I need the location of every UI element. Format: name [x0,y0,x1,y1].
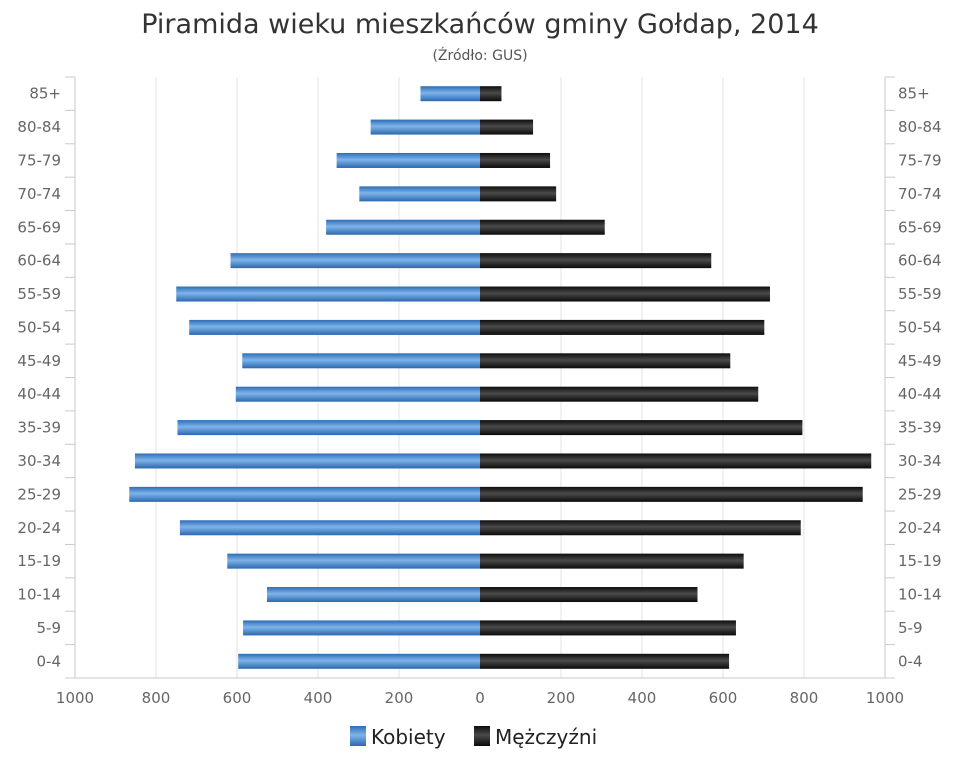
y-category-label-left: 0-4 [37,652,62,670]
legend-swatch-mezczyzni[interactable] [474,726,490,746]
bar-mezczyzni[interactable] [480,453,872,469]
y-category-label-left: 45-49 [17,352,61,370]
bar-mezczyzni[interactable] [480,119,534,135]
x-tick-label: 1000 [56,689,94,707]
bar-kobiety[interactable] [189,319,480,335]
legend-label-kobiety[interactable]: Kobiety [371,725,446,749]
bar-mezczyzni[interactable] [480,420,803,436]
bar-mezczyzni[interactable] [480,653,730,669]
y-category-label-right: 10-14 [898,586,942,604]
y-category-label-left: 15-19 [17,552,61,570]
bar-mezczyzni[interactable] [480,353,731,369]
y-category-label-left: 40-44 [17,385,61,403]
y-category-label-right: 5-9 [898,619,923,637]
y-category-label-left: 65-69 [17,218,61,236]
bar-mezczyzni[interactable] [480,587,698,603]
y-category-label-left: 20-24 [17,519,61,537]
bar-kobiety[interactable] [176,286,480,302]
chart-subtitle: (Źródło: GUS) [432,46,527,64]
x-tick-label: 0 [475,689,485,707]
bar-mezczyzni[interactable] [480,186,557,202]
x-tick-label: 200 [385,689,414,707]
tick-labels: 1000 800 600 400 200 0 200 400 600 800 1000 85+ 85+ 8… [17,85,941,707]
y-category-label-right: 80-84 [898,118,942,136]
bar-kobiety[interactable] [177,420,480,436]
y-category-label-left: 80-84 [17,118,61,136]
y-category-label-right: 45-49 [898,352,942,370]
chart-title: Piramida wieku mieszkańców gminy Gołdap,… [141,9,819,40]
y-category-label-right: 40-44 [898,385,942,403]
legend[interactable]: Kobiety Mężczyźni [350,725,597,749]
bar-mezczyzni[interactable] [480,152,551,168]
bar-kobiety[interactable] [129,486,480,502]
bars [129,86,872,669]
bar-kobiety[interactable] [326,219,480,235]
y-category-label-left: 35-39 [17,419,61,437]
y-category-label-left: 25-29 [17,485,61,503]
bar-kobiety[interactable] [134,453,480,469]
y-category-label-left: 85+ [29,85,61,103]
bar-mezczyzni[interactable] [480,253,712,269]
y-category-label-right: 85+ [898,85,930,103]
bar-kobiety[interactable] [359,186,480,202]
bar-kobiety[interactable] [420,86,480,102]
bar-kobiety[interactable] [243,620,480,636]
bar-mezczyzni[interactable] [480,386,759,402]
bar-mezczyzni[interactable] [480,319,765,335]
y-category-label-right: 30-34 [898,452,942,470]
x-tick-label: 400 [628,689,657,707]
y-category-label-right: 0-4 [898,652,923,670]
y-category-label-left: 10-14 [17,586,61,604]
legend-label-mezczyzni[interactable]: Mężczyźni [495,725,597,749]
bar-kobiety[interactable] [238,653,480,669]
y-category-label-right: 60-64 [898,252,942,270]
grid-lines [155,77,805,678]
y-category-label-left: 60-64 [17,252,61,270]
x-tick-label: 800 [790,689,819,707]
bar-kobiety[interactable] [266,587,480,603]
y-category-label-left: 30-34 [17,452,61,470]
x-tick-label: 400 [304,689,333,707]
y-category-label-left: 70-74 [17,185,61,203]
bar-mezczyzni[interactable] [480,486,863,502]
y-category-label-right: 55-59 [898,285,942,303]
y-category-label-right: 70-74 [898,185,942,203]
bar-mezczyzni[interactable] [480,86,502,102]
bar-mezczyzni[interactable] [480,520,801,536]
y-category-label-right: 25-29 [898,485,942,503]
y-category-label-left: 55-59 [17,285,61,303]
axes [65,76,895,679]
bar-kobiety[interactable] [242,353,480,369]
bar-kobiety[interactable] [370,119,480,135]
y-category-label-right: 65-69 [898,218,942,236]
y-category-label-left: 50-54 [17,318,61,336]
x-tick-label: 200 [547,689,576,707]
bar-kobiety[interactable] [227,553,480,569]
legend-swatch-kobiety[interactable] [350,726,366,746]
bar-kobiety[interactable] [230,253,480,269]
y-category-label-right: 50-54 [898,318,942,336]
y-category-label-right: 20-24 [898,519,942,537]
bar-mezczyzni[interactable] [480,219,605,235]
y-category-label-right: 35-39 [898,419,942,437]
x-tick-label: 600 [709,689,738,707]
y-category-label-left: 5-9 [37,619,62,637]
x-tick-label: 1000 [866,689,904,707]
bar-kobiety[interactable] [179,520,480,536]
x-tick-label: 800 [142,689,171,707]
y-category-label-right: 15-19 [898,552,942,570]
bar-mezczyzni[interactable] [480,553,744,569]
y-category-label-right: 75-79 [898,151,942,169]
y-category-label-left: 75-79 [17,151,61,169]
bar-mezczyzni[interactable] [480,620,736,636]
bar-kobiety[interactable] [235,386,480,402]
bar-mezczyzni[interactable] [480,286,770,302]
x-tick-label: 600 [223,689,252,707]
bar-kobiety[interactable] [336,152,480,168]
